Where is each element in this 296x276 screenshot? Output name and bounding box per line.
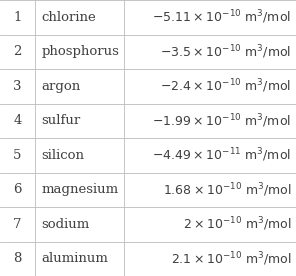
Text: 3: 3 — [13, 80, 22, 93]
Text: 1: 1 — [13, 11, 22, 24]
Text: $2.1\times10^{-10}\ \mathrm{m^3/mol}$: $2.1\times10^{-10}\ \mathrm{m^3/mol}$ — [171, 250, 292, 267]
Text: phosphorus: phosphorus — [41, 45, 119, 58]
Text: $1.68\times10^{-10}\ \mathrm{m^3/mol}$: $1.68\times10^{-10}\ \mathrm{m^3/mol}$ — [163, 181, 292, 198]
Text: magnesium: magnesium — [41, 183, 119, 196]
Text: 7: 7 — [13, 218, 22, 231]
Text: 4: 4 — [13, 114, 22, 127]
Text: $2\times10^{-10}\ \mathrm{m^3/mol}$: $2\times10^{-10}\ \mathrm{m^3/mol}$ — [183, 216, 292, 233]
Text: chlorine: chlorine — [41, 11, 96, 24]
Text: 8: 8 — [13, 252, 22, 265]
Text: $-5.11\times10^{-10}\ \mathrm{m^3/mol}$: $-5.11\times10^{-10}\ \mathrm{m^3/mol}$ — [152, 9, 292, 26]
Text: 5: 5 — [13, 149, 22, 162]
Text: 6: 6 — [13, 183, 22, 196]
Text: sulfur: sulfur — [41, 114, 81, 127]
Text: sodium: sodium — [41, 218, 90, 231]
Text: $-4.49\times10^{-11}\ \mathrm{m^3/mol}$: $-4.49\times10^{-11}\ \mathrm{m^3/mol}$ — [152, 147, 292, 164]
Text: $-1.99\times10^{-10}\ \mathrm{m^3/mol}$: $-1.99\times10^{-10}\ \mathrm{m^3/mol}$ — [152, 112, 292, 129]
Text: aluminum: aluminum — [41, 252, 108, 265]
Text: argon: argon — [41, 80, 81, 93]
Text: $-2.4\times10^{-10}\ \mathrm{m^3/mol}$: $-2.4\times10^{-10}\ \mathrm{m^3/mol}$ — [160, 78, 292, 95]
Text: 2: 2 — [13, 45, 22, 58]
Text: silicon: silicon — [41, 149, 84, 162]
Text: $-3.5\times10^{-10}\ \mathrm{m^3/mol}$: $-3.5\times10^{-10}\ \mathrm{m^3/mol}$ — [160, 43, 292, 60]
